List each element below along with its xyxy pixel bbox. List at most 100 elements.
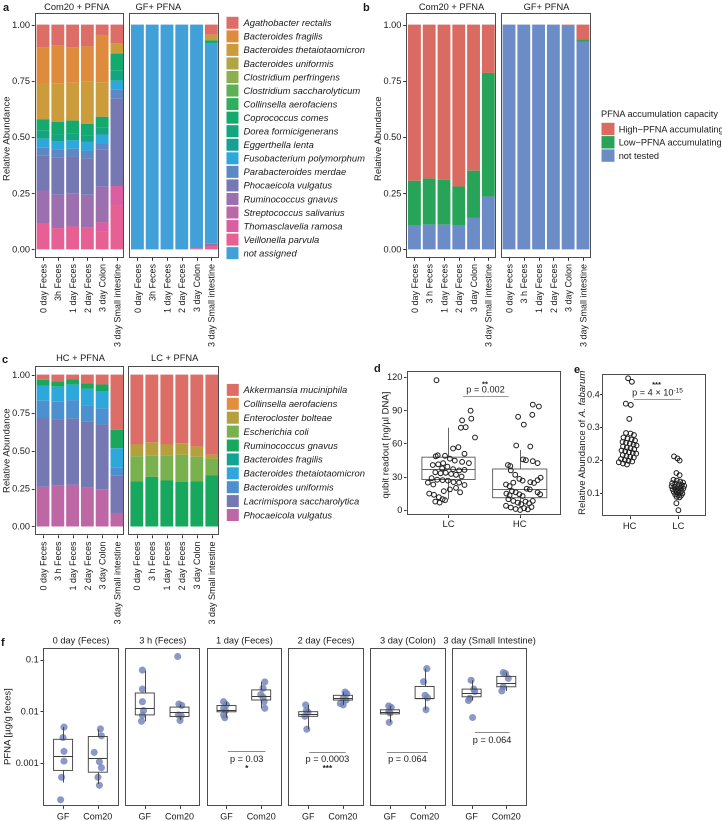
svg-text:GF: GF [57,812,70,821]
svg-text:2 day Feces: 2 day Feces [83,541,93,591]
svg-text:3 h Feces: 3 h Feces [519,264,529,304]
svg-text:1 day Feces: 1 day Feces [534,264,544,314]
svg-text:0 day Feces: 0 day Feces [504,264,514,314]
svg-text:GF: GF [384,812,397,821]
svg-text:0.25: 0.25 [12,484,30,494]
svg-text:0.00: 0.00 [384,245,402,255]
svg-text:Relative Abundance: Relative Abundance [2,408,13,493]
svg-text:3 h Feces: 3 h Feces [425,264,435,304]
svg-text:Com20: Com20 [410,812,439,821]
svg-text:3 day Colon: 3 day Colon [564,264,574,312]
svg-text:0.2: 0.2 [587,455,600,465]
svg-text:Com20 + PFNA: Com20 + PFNA [44,2,110,12]
svg-text:HC + PFNA: HC + PFNA [56,353,106,363]
svg-text:qubit readout [ng/µl DNA]: qubit readout [ng/µl DNA] [381,392,392,499]
svg-text:3 day Colon: 3 day Colon [98,542,108,590]
svg-text:*: * [245,764,249,773]
svg-text:GF: GF [220,812,233,821]
svg-text:90: 90 [392,405,402,415]
svg-text:3 h (Feces): 3 h (Feces) [139,636,186,646]
svg-text:0.75: 0.75 [384,76,402,86]
svg-text:Relative Abundance of A. fabar: Relative Abundance of A. fabarum [577,371,588,515]
svg-text:d: d [374,363,381,375]
svg-text:Ruminococcus gnavus: Ruminococcus gnavus [244,440,339,451]
svg-text:0 day Feces: 0 day Feces [38,541,48,591]
svg-text:Clostridium perfringens: Clostridium perfringens [244,71,341,82]
svg-text:Thomasclavelia ramosa: Thomasclavelia ramosa [244,220,343,231]
svg-text:***: *** [323,764,333,773]
svg-text:GF: GF [302,812,315,821]
svg-text:LC + PFNA: LC + PFNA [151,353,199,363]
svg-text:3h Feces: 3h Feces [53,264,63,302]
svg-text:Streptococcus salivarius: Streptococcus salivarius [244,207,345,218]
svg-text:p = 0.064: p = 0.064 [388,754,427,764]
svg-text:c: c [2,354,8,366]
svg-text:Collinsella aerofaciens: Collinsella aerofaciens [244,398,338,409]
svg-text:Enterocloster bolteae: Enterocloster bolteae [244,412,333,423]
svg-text:0.00: 0.00 [12,245,30,255]
svg-text:120: 120 [387,372,402,382]
svg-text:60: 60 [392,439,402,449]
svg-text:3 h Feces: 3 h Feces [147,541,157,581]
svg-text:Com20: Com20 [247,812,276,821]
svg-text:3 day Small intestine: 3 day Small intestine [112,264,122,347]
svg-text:1.00: 1.00 [12,20,30,30]
svg-text:Bacteroides uniformis: Bacteroides uniformis [244,58,334,69]
svg-text:Com20: Com20 [165,812,194,821]
svg-text:Bacteroides uniformis: Bacteroides uniformis [244,482,334,493]
svg-text:2 day Feces: 2 day Feces [177,541,187,591]
svg-text:Phocaeicola vulgatus: Phocaeicola vulgatus [244,509,333,520]
svg-text:0.75: 0.75 [12,408,30,418]
svg-text:0 day (Feces): 0 day (Feces) [53,636,110,646]
svg-text:not assigned: not assigned [244,248,298,259]
svg-text:Coprococcus comes: Coprococcus comes [244,112,329,123]
svg-text:GF: GF [139,812,152,821]
svg-text:Bacteroides thetaiotaomicron: Bacteroides thetaiotaomicron [244,44,365,55]
svg-text:p = 4 × 10-15: p = 4 × 10-15 [632,388,683,398]
svg-text:0.001: 0.001 [16,758,39,768]
svg-text:Bacteroides fragilis: Bacteroides fragilis [244,31,324,42]
svg-text:0.25: 0.25 [12,188,30,198]
svg-text:Bacteroides thetaiotaomicron: Bacteroides thetaiotaomicron [244,468,365,479]
svg-text:1.00: 1.00 [12,370,30,380]
svg-text:0.50: 0.50 [384,132,402,142]
svg-text:0.4: 0.4 [587,389,600,399]
svg-text:GF+ PFNA: GF+ PFNA [524,2,571,12]
svg-text:Com20: Com20 [83,812,112,821]
svg-text:0.1: 0.1 [26,655,39,665]
svg-text:Com20: Com20 [328,812,357,821]
svg-text:LC: LC [672,520,684,531]
svg-text:3 day Colon: 3 day Colon [192,542,202,590]
svg-text:GF: GF [465,812,478,821]
svg-text:Relative Abundance: Relative Abundance [2,96,13,181]
svg-text:3 h Feces: 3 h Feces [53,541,63,581]
svg-text:Low−PFNA accumulating: Low−PFNA accumulating [619,138,722,148]
svg-text:Lacrimispora saccharolytica: Lacrimispora saccharolytica [244,495,360,506]
svg-text:Collinsella aerofaciens: Collinsella aerofaciens [244,98,338,109]
svg-text:0 day Feces: 0 day Feces [38,264,48,314]
svg-text:PFNA [µg/g feces]: PFNA [µg/g feces] [3,688,14,765]
svg-text:a: a [3,2,10,14]
svg-text:2 day Feces: 2 day Feces [83,264,93,314]
svg-text:0 day Feces: 0 day Feces [133,264,143,314]
svg-text:1 day (Feces): 1 day (Feces) [216,636,273,646]
svg-text:1.00: 1.00 [384,20,402,30]
svg-text:3 day Small intestine: 3 day Small intestine [484,264,494,347]
svg-text:Clostridium saccharolyticum: Clostridium saccharolyticum [244,85,361,96]
svg-text:0.25: 0.25 [384,188,402,198]
svg-text:3 day Colon: 3 day Colon [469,264,479,312]
svg-text:0.50: 0.50 [12,446,30,456]
svg-text:HC: HC [623,520,637,531]
svg-text:Com20 + PFNA: Com20 + PFNA [419,2,485,12]
svg-text:2 day Feces: 2 day Feces [454,264,464,314]
svg-text:0.00: 0.00 [12,522,30,532]
svg-text:not tested: not tested [619,151,659,161]
svg-text:Fusobacterium polymorphum: Fusobacterium polymorphum [244,153,366,164]
svg-text:1 day Feces: 1 day Feces [68,541,78,591]
svg-text:High−PFNA accumulating: High−PFNA accumulating [619,124,722,134]
svg-text:3 day (Small Intestine): 3 day (Small Intestine) [443,636,536,646]
svg-text:0 day Feces: 0 day Feces [132,541,142,591]
svg-text:Bacteroides fragilis: Bacteroides fragilis [244,454,324,465]
svg-text:0.1: 0.1 [587,488,600,498]
svg-text:Dorea formicigenerans: Dorea formicigenerans [244,126,339,137]
